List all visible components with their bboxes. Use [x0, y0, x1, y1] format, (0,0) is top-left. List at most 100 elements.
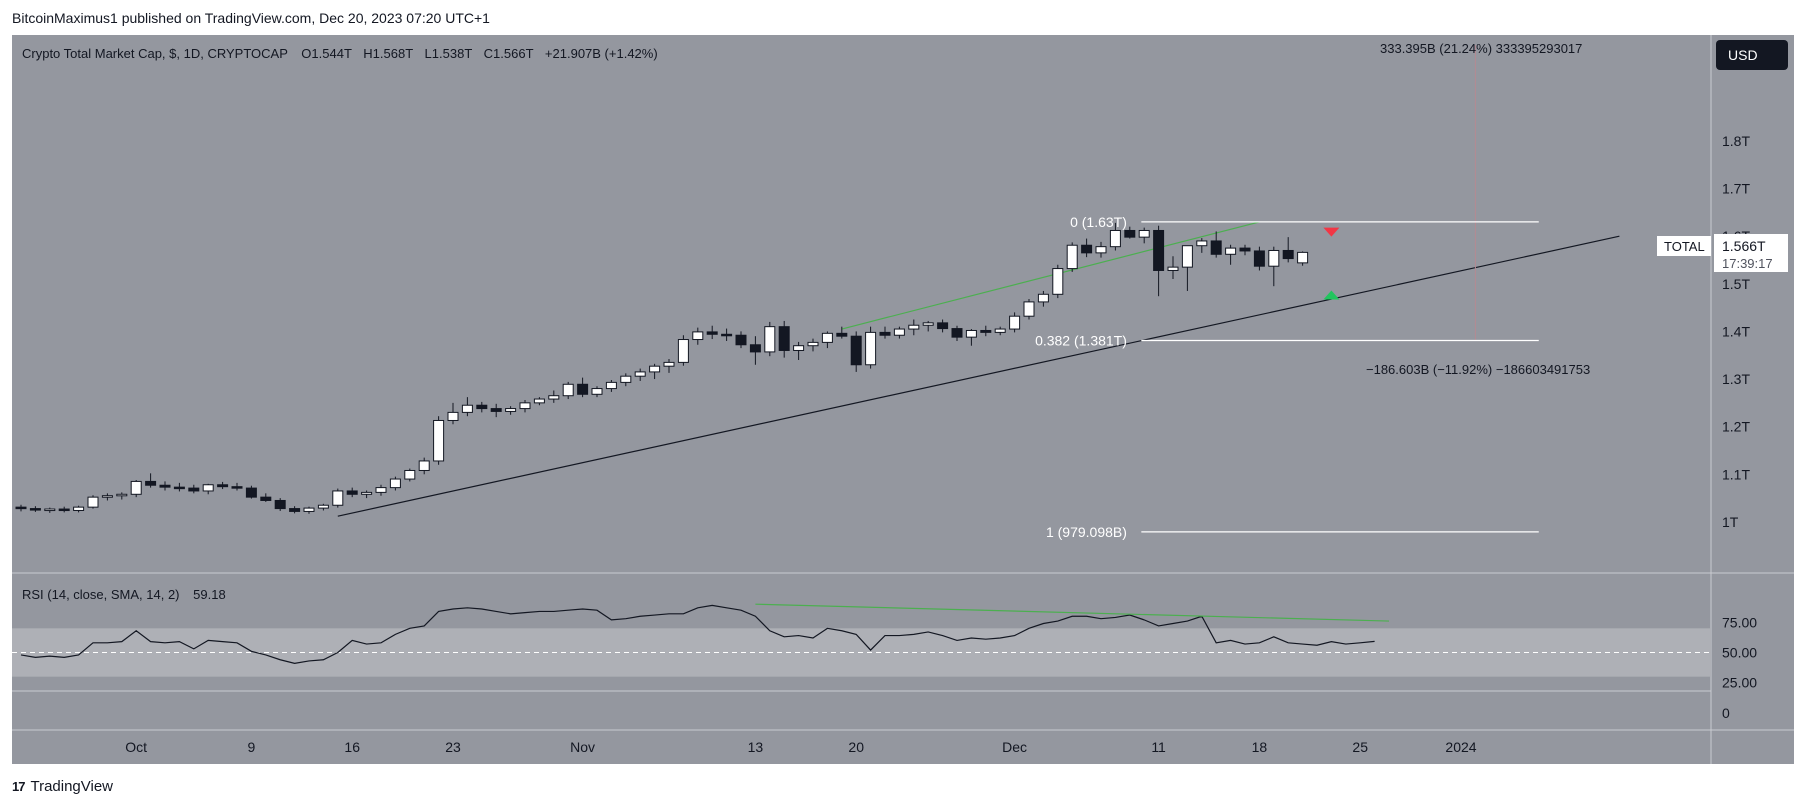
candle-body	[44, 508, 56, 512]
candle-body	[1253, 250, 1265, 267]
candle-body	[692, 331, 704, 341]
candle-body	[1167, 266, 1179, 271]
candle-body	[346, 490, 358, 495]
price-tick-label: 1.3T	[1722, 371, 1750, 387]
candle-body	[1196, 240, 1208, 247]
price-tick-label: 1.8T	[1722, 133, 1750, 149]
bullish-marker-icon	[1323, 290, 1340, 300]
price-tick-label: 1.2T	[1722, 419, 1750, 435]
price-tag-countdown: 17:39:17	[1722, 256, 1773, 271]
axis-layer: 1T1.1T1.2T1.3T1.4T1.5T1.6T1.7T1.8T025.00…	[125, 133, 1757, 755]
candle-body	[476, 404, 488, 410]
candle-body	[15, 506, 27, 510]
rsi-tick-label: 0	[1722, 705, 1730, 721]
candle-body	[447, 411, 459, 421]
candle-body	[101, 495, 113, 498]
candle-body	[1268, 249, 1280, 267]
rsi-line	[20, 604, 1375, 664]
open-value: 1.544T	[311, 46, 352, 61]
candle-body	[634, 371, 646, 377]
candle-body	[375, 487, 387, 493]
measure-down-label: −186.603B (−11.92%) −186603491753	[1366, 362, 1590, 377]
candle-body	[706, 331, 718, 335]
candle-body	[922, 322, 934, 326]
candle-body	[519, 402, 531, 410]
rsi-legend[interactable]: RSI (14, close, SMA, 14, 2) 59.18	[22, 587, 226, 602]
candle-body	[605, 381, 617, 390]
symbol-name: Crypto Total Market Cap, $, 1D, CRYPTOCA…	[22, 46, 288, 61]
candle-body	[73, 506, 85, 511]
candle-body	[202, 484, 214, 492]
ascending-support-line	[337, 235, 1620, 517]
candle-body	[1095, 246, 1107, 254]
candle-body	[836, 332, 848, 337]
candle-body	[677, 339, 689, 363]
publisher-line: BitcoinMaximus1 published on TradingView…	[12, 10, 490, 26]
rsi-tick-label: 25.00	[1722, 675, 1757, 691]
candle-body	[1023, 301, 1035, 317]
candle-body	[893, 328, 905, 336]
candle-body	[317, 504, 329, 509]
rsi-label: RSI (14, close, SMA, 14, 2)	[22, 587, 180, 602]
candle-body	[231, 486, 243, 489]
candle-body	[1037, 293, 1049, 303]
trend-layer	[337, 45, 1620, 517]
candle-body	[159, 484, 171, 488]
time-tick-label: 13	[748, 739, 764, 755]
time-tick-label: 9	[248, 739, 256, 755]
candle-body	[749, 344, 761, 353]
candle-body	[548, 395, 560, 400]
candle-body	[490, 408, 502, 412]
high-label: H	[363, 46, 372, 61]
candle-body	[591, 388, 603, 395]
candle-body	[418, 460, 430, 471]
symbol-info[interactable]: Crypto Total Market Cap, $, 1D, CRYPTOCA…	[22, 46, 658, 61]
candle-body	[1282, 249, 1294, 260]
candle-body	[793, 345, 805, 351]
candle-body	[1052, 268, 1064, 295]
candle-body	[994, 328, 1006, 333]
candle-body	[260, 496, 272, 501]
price-tick-label: 1.7T	[1722, 181, 1750, 197]
currency-label: USD	[1728, 47, 1758, 63]
currency-button[interactable]: USD	[1716, 40, 1788, 70]
price-divergence-line	[841, 221, 1260, 330]
time-tick-label: Nov	[570, 739, 595, 755]
price-tick-label: 1T	[1722, 514, 1739, 530]
candle-body	[1153, 229, 1165, 271]
rsi-value: 59.18	[193, 587, 226, 602]
candle-body	[663, 361, 675, 367]
candle-body	[116, 493, 128, 497]
candle-body	[1124, 229, 1136, 238]
candle-body	[303, 507, 315, 512]
candle-body	[289, 508, 301, 512]
price-tag-symbol: TOTAL	[1664, 239, 1705, 254]
close-label: C	[484, 46, 493, 61]
change-value: +21.907B (+1.42%)	[545, 46, 658, 61]
candle-body	[1081, 244, 1093, 254]
candle-body	[850, 335, 862, 366]
time-tick-label: 18	[1252, 739, 1268, 755]
candle-body	[505, 408, 517, 412]
candle-body	[1138, 229, 1150, 238]
candle-body	[173, 486, 185, 490]
footer-brand[interactable]: 17 TradingView	[12, 778, 113, 795]
candle-body	[533, 398, 545, 404]
candle-body	[965, 329, 977, 338]
fib-layer: 0 (1.63T) 0.382 (1.381T) 1 (979.098B)	[1035, 214, 1539, 540]
open-label: O	[301, 46, 311, 61]
candle-body	[649, 365, 661, 373]
fib-level-label: 0.382 (1.381T)	[1035, 332, 1127, 348]
price-tag-value: 1.566T	[1722, 238, 1766, 254]
price-tick-label: 1.4T	[1722, 323, 1750, 339]
candle-body	[389, 478, 401, 489]
time-tick-label: 2024	[1445, 739, 1476, 755]
candle-body	[908, 324, 920, 330]
candle-body	[980, 329, 992, 333]
candle-body	[332, 490, 344, 506]
candle-body	[577, 383, 589, 395]
rsi-divergence-line	[755, 603, 1390, 622]
candle-body	[1109, 229, 1121, 248]
candle-body	[620, 375, 632, 383]
